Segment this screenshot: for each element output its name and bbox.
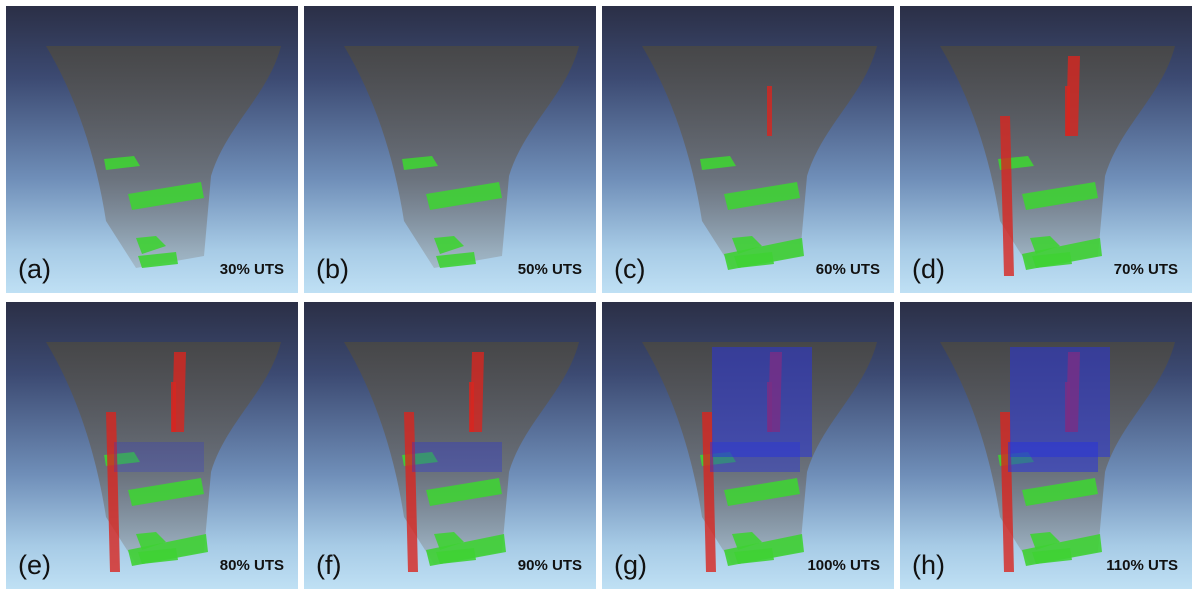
panel-a: (a) 30% UTS xyxy=(6,6,298,293)
defect-green xyxy=(136,236,166,254)
micro-ct-render xyxy=(344,46,579,268)
defect-green xyxy=(1022,182,1098,210)
crack-red xyxy=(1000,116,1014,276)
micro-ct-render xyxy=(344,342,579,572)
defect-green xyxy=(724,182,800,210)
defect-green xyxy=(1022,238,1102,270)
crack-red xyxy=(767,86,772,136)
micro-ct-render xyxy=(46,46,281,268)
defect-green xyxy=(136,532,166,550)
defect-green xyxy=(1022,534,1102,566)
load-label: 90% UTS xyxy=(517,557,582,574)
panel-letter: (c) xyxy=(614,254,646,284)
load-label: 70% UTS xyxy=(1113,261,1178,278)
panel-e: (e) 80% UTS xyxy=(6,302,298,589)
crack-red xyxy=(106,412,120,572)
crack-red xyxy=(404,412,418,572)
defect-green xyxy=(426,534,506,566)
damage-blue xyxy=(1010,347,1110,457)
panel-letter: (g) xyxy=(614,550,647,580)
damage-blue xyxy=(712,347,812,457)
micro-ct-render xyxy=(642,342,877,572)
load-label: 80% UTS xyxy=(219,557,284,574)
defect-green xyxy=(732,532,762,550)
specimen-volume xyxy=(940,46,1175,268)
defect-green xyxy=(128,182,204,210)
crack-red xyxy=(470,352,484,432)
specimen-volume xyxy=(46,342,281,564)
defect-green xyxy=(426,478,502,506)
panel-letter: (f) xyxy=(316,550,342,580)
load-label: 100% UTS xyxy=(807,557,880,574)
panel-letter: (b) xyxy=(316,254,349,284)
panel-c: (c) 60% UTS xyxy=(602,6,894,293)
defect-green xyxy=(724,478,800,506)
crack-red xyxy=(1066,56,1080,136)
panel-b: (b) 50% UTS xyxy=(304,6,596,293)
panel-letter: (d) xyxy=(912,254,945,284)
micro-ct-render xyxy=(642,46,877,270)
defect-green xyxy=(128,478,204,506)
defect-green xyxy=(128,534,208,566)
defect-green xyxy=(1030,532,1060,550)
defect-green xyxy=(1030,236,1060,254)
micro-ct-render xyxy=(940,342,1175,572)
panel-letter: (e) xyxy=(18,550,51,580)
panel-letter: (a) xyxy=(18,254,51,284)
defect-green xyxy=(434,532,464,550)
micro-ct-render xyxy=(46,342,281,572)
specimen-volume xyxy=(344,46,579,268)
panel-letter: (h) xyxy=(912,550,945,580)
panel-g: (g) 100% UTS xyxy=(602,302,894,589)
load-label: 110% UTS xyxy=(1106,557,1178,574)
micro-ct-render xyxy=(940,46,1175,276)
specimen-volume xyxy=(642,46,877,268)
crack-red xyxy=(172,352,186,432)
defect-green xyxy=(426,182,502,210)
defect-green xyxy=(436,252,476,268)
specimen-volume xyxy=(344,342,579,564)
specimen-volume xyxy=(46,46,281,268)
defect-green xyxy=(138,252,178,268)
load-label: 50% UTS xyxy=(517,261,582,278)
defect-green xyxy=(1022,478,1098,506)
defect-green xyxy=(724,238,804,270)
panel-f: (f) 90% UTS xyxy=(304,302,596,589)
panel-h: (h) 110% UTS xyxy=(900,302,1192,589)
defect-green xyxy=(402,156,438,170)
load-label: 60% UTS xyxy=(815,261,880,278)
damage-blue xyxy=(114,442,204,472)
defect-green xyxy=(434,236,464,254)
defect-green xyxy=(700,156,736,170)
panel-d: (d) 70% UTS xyxy=(900,6,1192,293)
defect-green xyxy=(724,534,804,566)
load-label: 30% UTS xyxy=(219,261,284,278)
defect-green xyxy=(732,236,762,254)
damage-blue xyxy=(412,442,502,472)
defect-green xyxy=(104,156,140,170)
